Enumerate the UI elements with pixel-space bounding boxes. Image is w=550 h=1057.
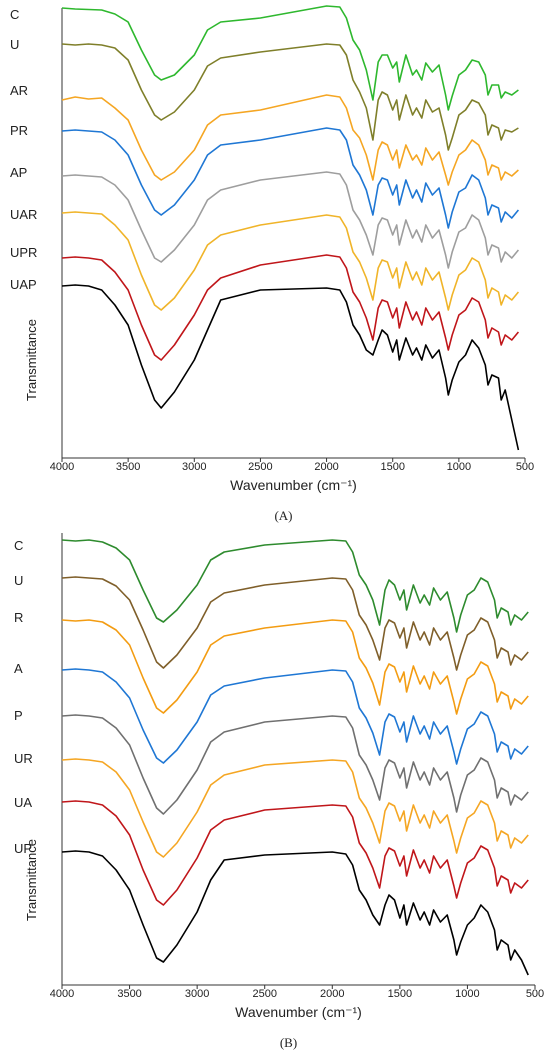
x-tick-label: 4000 <box>50 461 74 473</box>
x-axis-title: Wavenumber (cm⁻¹) <box>235 1004 362 1020</box>
series-line-p <box>61 714 529 815</box>
panel-label: (A) <box>274 508 292 523</box>
series-line-u <box>61 43 519 151</box>
series-line-c <box>61 5 519 111</box>
series-line-ap <box>61 171 520 269</box>
series-line-uar <box>61 211 520 311</box>
series-line-up <box>61 850 529 976</box>
series-line-uap <box>61 284 520 451</box>
series-line-c <box>61 539 529 633</box>
series-label-pr: PR <box>10 123 28 138</box>
series-label-u: U <box>14 573 23 588</box>
series-label-ar: AR <box>10 83 28 98</box>
series-label-c: C <box>14 538 23 553</box>
series-line-r <box>61 619 529 715</box>
x-tick-label: 1000 <box>455 988 479 1000</box>
series-label-c: C <box>10 7 19 22</box>
series-line-ar <box>61 94 519 186</box>
x-tick-label: 2000 <box>314 461 338 473</box>
y-axis-title: Transmittance <box>24 839 39 921</box>
series-line-ua <box>61 800 529 906</box>
x-axis-title: Wavenumber (cm⁻¹) <box>230 477 357 493</box>
series-label-u: U <box>10 37 19 52</box>
x-tick-label: 2000 <box>320 988 344 1000</box>
series-label-uap: UAP <box>10 277 37 292</box>
chart-panel-b: 4000 3500 3000 2500 2000 1500 1000 500 Wavenumbe… <box>14 533 544 1050</box>
series-label-ua: UA <box>14 795 32 810</box>
panel-label: (B) <box>280 1035 297 1050</box>
series-label-a: A <box>14 661 23 676</box>
series-label-r: R <box>14 610 23 625</box>
x-tick-label: 3000 <box>185 988 209 1000</box>
x-tick-label: 500 <box>526 988 544 1000</box>
series-label-up: UP <box>14 841 32 856</box>
series-label-uar: UAR <box>10 207 37 222</box>
x-tick-label: 4000 <box>50 988 74 1000</box>
x-tick-label: 2500 <box>248 461 272 473</box>
series-line-pr <box>61 127 520 229</box>
x-tick-label: 500 <box>516 461 534 473</box>
x-tick-label: 1500 <box>380 461 404 473</box>
series-line-a <box>61 668 529 765</box>
series-label-ur: UR <box>14 751 33 766</box>
series-line-ur <box>61 758 529 858</box>
series-label-upr: UPR <box>10 245 37 260</box>
series-line-u <box>61 576 529 671</box>
x-tick-label: 2500 <box>252 988 276 1000</box>
x-tick-label: 3500 <box>116 461 140 473</box>
x-tick-label: 1000 <box>447 461 471 473</box>
y-axis-title: Transmittance <box>24 319 39 401</box>
chart-panel-a: 4000 3500 3000 2500 2000 1500 1000 500 Wavenumbe… <box>10 5 534 523</box>
series-label-ap: AP <box>10 165 27 180</box>
series-line-upr <box>61 254 520 361</box>
x-tick-label: 3500 <box>117 988 141 1000</box>
x-tick-label: 1500 <box>388 988 412 1000</box>
series-label-p: P <box>14 708 23 723</box>
x-tick-label: 3000 <box>182 461 206 473</box>
